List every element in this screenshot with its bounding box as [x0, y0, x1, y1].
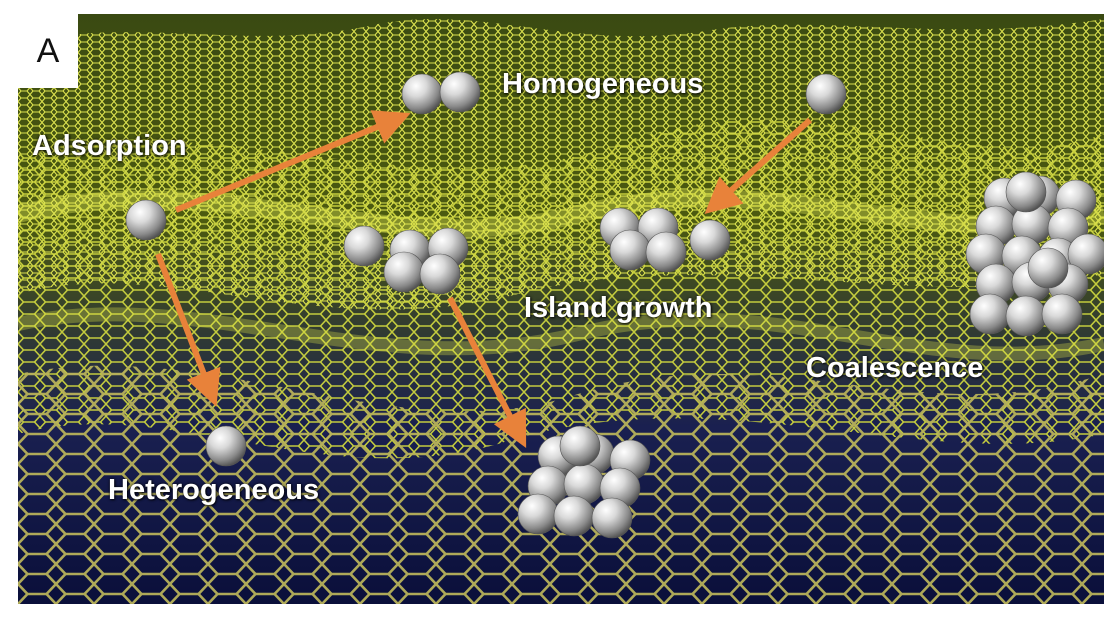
label-coalescence: Coalescence [806, 352, 984, 384]
atom-heterogeneous [205, 425, 247, 467]
mesh-mid [18, 119, 1104, 459]
arrow-to-homogeneous [174, 110, 411, 213]
label-homogeneous: Homogeneous [502, 68, 704, 100]
ridge-highlight-2 [18, 307, 1104, 361]
atom-top-right [805, 73, 847, 115]
label-adsorption: Adsorption [32, 130, 187, 162]
atom-adsorption [125, 199, 167, 241]
arrow-to-heterogeneous [155, 252, 221, 407]
arrow-to-island [704, 117, 812, 214]
graphene-surface-figure [18, 14, 1104, 604]
label-heterogeneous: Heterogeneous [108, 474, 320, 506]
panel-letter: A [18, 14, 78, 88]
label-island-growth: Island growth [524, 292, 713, 324]
graphene-mesh-canvas [18, 14, 1104, 604]
arrow-to-cluster [447, 296, 527, 449]
